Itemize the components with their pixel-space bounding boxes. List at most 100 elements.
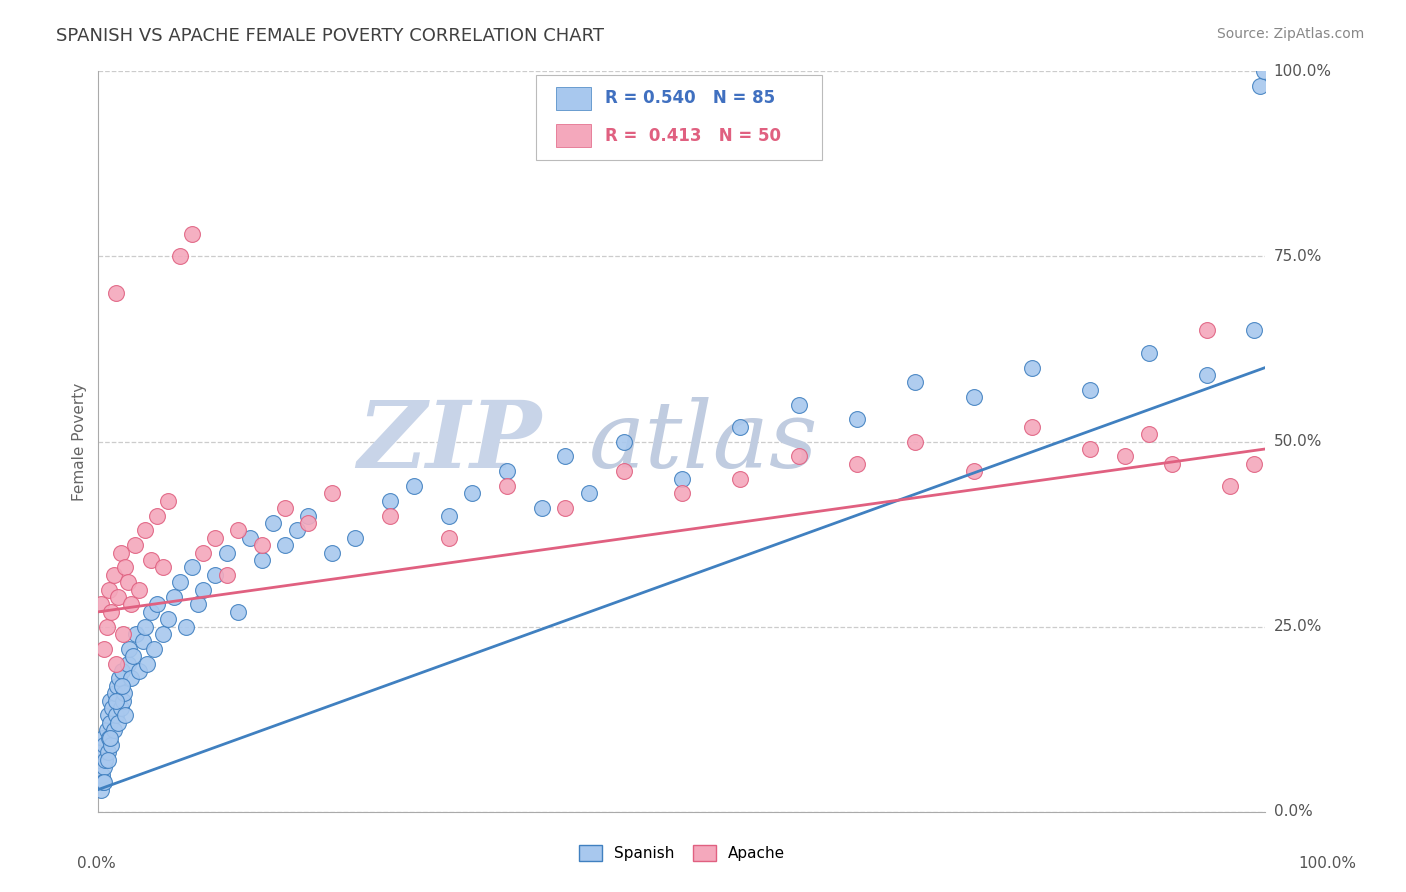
Point bbox=[274, 501, 297, 516]
Point bbox=[108, 672, 131, 686]
Point bbox=[118, 641, 141, 656]
Point bbox=[344, 531, 367, 545]
Point bbox=[671, 486, 693, 500]
Point bbox=[101, 701, 124, 715]
Point bbox=[120, 672, 142, 686]
Point bbox=[103, 723, 125, 738]
Point bbox=[110, 701, 132, 715]
Point bbox=[846, 412, 869, 426]
Point bbox=[1253, 64, 1275, 78]
Point bbox=[321, 486, 343, 500]
Point bbox=[125, 627, 148, 641]
Point bbox=[134, 524, 156, 538]
Point bbox=[98, 731, 121, 745]
Text: 100.0%: 100.0% bbox=[1299, 856, 1357, 871]
Point bbox=[274, 538, 297, 552]
Point bbox=[193, 582, 215, 597]
Point bbox=[93, 738, 115, 752]
Point bbox=[174, 619, 197, 633]
Point bbox=[1249, 79, 1271, 94]
FancyBboxPatch shape bbox=[536, 75, 823, 161]
Y-axis label: Female Poverty: Female Poverty bbox=[72, 383, 87, 500]
Point bbox=[122, 649, 145, 664]
Point bbox=[90, 782, 112, 797]
Text: R =  0.413   N = 50: R = 0.413 N = 50 bbox=[605, 127, 780, 145]
Point bbox=[104, 686, 127, 700]
Point bbox=[100, 738, 122, 752]
Point bbox=[187, 598, 209, 612]
Point bbox=[250, 538, 273, 552]
Point bbox=[1021, 419, 1043, 434]
Text: 0.0%: 0.0% bbox=[77, 856, 117, 871]
Point bbox=[730, 419, 752, 434]
Point bbox=[107, 590, 129, 604]
Point bbox=[110, 546, 132, 560]
Text: SPANISH VS APACHE FEMALE POVERTY CORRELATION CHART: SPANISH VS APACHE FEMALE POVERTY CORRELA… bbox=[56, 27, 605, 45]
Point bbox=[96, 619, 118, 633]
Point bbox=[204, 567, 226, 582]
Point bbox=[163, 590, 186, 604]
Point bbox=[204, 531, 226, 545]
Point bbox=[904, 434, 927, 449]
Point bbox=[239, 531, 262, 545]
Point bbox=[1021, 360, 1043, 375]
Point bbox=[169, 575, 191, 590]
Point bbox=[380, 493, 402, 508]
Point bbox=[297, 516, 319, 530]
Point bbox=[787, 398, 810, 412]
Point bbox=[100, 605, 122, 619]
Point bbox=[139, 605, 162, 619]
Point bbox=[90, 598, 112, 612]
Point bbox=[496, 479, 519, 493]
Point bbox=[91, 775, 114, 789]
Point bbox=[321, 546, 343, 560]
Point bbox=[90, 767, 112, 781]
Point bbox=[437, 508, 460, 523]
Point bbox=[169, 250, 191, 264]
Point bbox=[97, 582, 120, 597]
Point bbox=[114, 560, 136, 574]
Point bbox=[146, 508, 169, 523]
Text: R = 0.540   N = 85: R = 0.540 N = 85 bbox=[605, 89, 775, 107]
Text: 0.0%: 0.0% bbox=[1274, 805, 1312, 819]
Text: Source: ZipAtlas.com: Source: ZipAtlas.com bbox=[1216, 27, 1364, 41]
Point bbox=[846, 457, 869, 471]
Point bbox=[117, 575, 139, 590]
Point bbox=[97, 753, 120, 767]
Point bbox=[139, 553, 162, 567]
Point bbox=[1195, 368, 1218, 382]
Point bbox=[228, 605, 250, 619]
Point bbox=[380, 508, 402, 523]
Point bbox=[117, 657, 139, 671]
Point bbox=[437, 531, 460, 545]
Point bbox=[152, 560, 174, 574]
Point bbox=[111, 679, 134, 693]
Point bbox=[496, 464, 519, 478]
Point bbox=[93, 760, 115, 774]
Point bbox=[98, 715, 121, 730]
Point bbox=[132, 634, 155, 648]
FancyBboxPatch shape bbox=[555, 87, 591, 110]
Point bbox=[962, 390, 984, 404]
Point bbox=[103, 567, 125, 582]
Point bbox=[105, 679, 128, 693]
Point bbox=[730, 471, 752, 485]
Point bbox=[107, 715, 129, 730]
Point bbox=[1137, 427, 1160, 442]
Point bbox=[1243, 324, 1265, 338]
Point bbox=[124, 538, 146, 552]
Point bbox=[1161, 457, 1184, 471]
Point bbox=[1243, 457, 1265, 471]
Point bbox=[530, 501, 553, 516]
Point bbox=[402, 479, 425, 493]
Point bbox=[228, 524, 250, 538]
Text: 25.0%: 25.0% bbox=[1274, 619, 1322, 634]
Point bbox=[98, 694, 121, 708]
Point bbox=[1114, 450, 1136, 464]
Point bbox=[180, 560, 202, 574]
Point bbox=[1195, 324, 1218, 338]
Point bbox=[215, 567, 238, 582]
Point bbox=[146, 598, 169, 612]
Point bbox=[180, 227, 202, 242]
Point bbox=[157, 493, 180, 508]
